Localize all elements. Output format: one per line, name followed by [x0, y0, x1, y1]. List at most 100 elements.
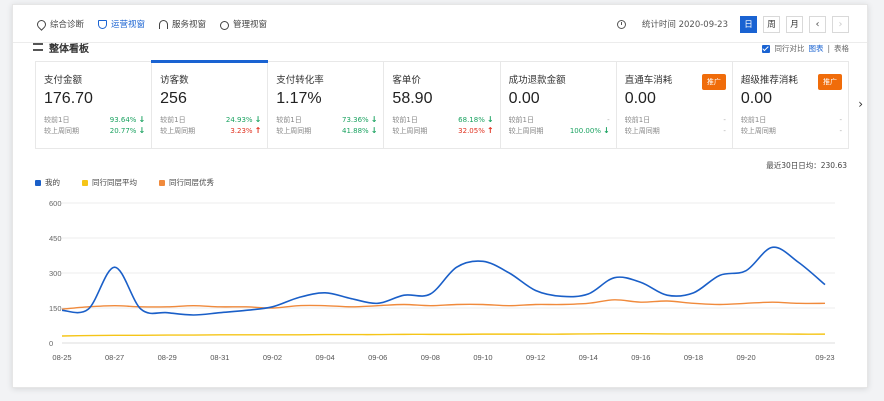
arrow-down-icon: ↓ [138, 115, 146, 124]
comparison-value-wrap: 32.05% ↑ [458, 126, 493, 135]
metric-card[interactable]: 成功退款金额 0.00 较前1日 - 较上周同期 100.00% ↓ [501, 62, 617, 148]
comparison-value-wrap: - [839, 116, 842, 124]
x-tick-label: 09-10 [473, 353, 492, 362]
legend-item[interactable]: 我的 [35, 177, 60, 188]
y-tick-label: 0 [49, 339, 53, 348]
metric-card[interactable]: 直通车消耗 0.00 推广 较前1日 - 较上周同期 - [617, 62, 733, 148]
comparison-value-wrap: - [723, 127, 726, 135]
comparison-label: 较前1日 [624, 115, 651, 124]
comparison-row: 较上周同期 32.05% ↑ [392, 125, 493, 136]
period-month-button[interactable]: 月 [786, 15, 803, 33]
tab-operations[interactable]: 运营视窗 [98, 5, 145, 43]
chart-legend: 我的 同行同层平均 同行同层优秀 [35, 177, 214, 188]
next-date-button[interactable]: › [832, 15, 849, 33]
trend-chart: 0 150 300 450 600 08-25 08-27 08-29 08-31 09-02 09… [49, 199, 835, 362]
section-header: 整体看板 [33, 41, 89, 53]
comparison-label: 较上周同期 [508, 126, 544, 135]
metric-card[interactable]: 客单价 58.90 较前1日 68.18% ↓ 较上周同期 32.05% ↑ [384, 62, 501, 148]
metric-card[interactable]: 支付金额 176.70 较前1日 93.64% ↓ 较上周同期 20.77% ↓ [36, 62, 153, 148]
x-tick-label: 09-20 [736, 353, 755, 362]
metric-value: 176.70 [44, 90, 93, 107]
arrow-up-icon: ↑ [254, 126, 262, 135]
metric-comparisons: 较前1日 - 较上周同期 - [741, 114, 842, 136]
view-chart-link[interactable]: 图表 [808, 44, 824, 53]
comparison-value: 93.64% [109, 115, 137, 124]
comparison-value-wrap: - [723, 116, 726, 124]
metric-value: 0.00 [508, 90, 540, 107]
tab-diagnosis-label: 综合诊断 [50, 20, 85, 30]
comparison-row: 较前1日 24.93% ↓ [160, 114, 261, 125]
metric-comparisons: 较前1日 93.64% ↓ 较上周同期 20.77% ↓ [44, 114, 145, 136]
nav-tabs: 综合诊断 运营视窗 服务视窗 管理视窗 [35, 5, 267, 43]
period-day-button[interactable]: 日 [740, 15, 757, 33]
x-tick-label: 09-18 [684, 353, 703, 362]
comparison-value: 100.00% [569, 126, 601, 135]
promote-button[interactable]: 推广 [701, 74, 726, 90]
legend-label: 同行同层优秀 [169, 178, 214, 187]
comparison-value: 32.05% [458, 126, 485, 135]
shield-icon [98, 19, 108, 29]
comparison-value-wrap: 41.88% ↓ [342, 126, 377, 135]
medal-icon [220, 20, 230, 30]
x-tick-label: 08-27 [105, 353, 124, 362]
compare-checkbox[interactable] [762, 44, 771, 53]
comparison-label: 较前1日 [160, 115, 186, 124]
promote-button[interactable]: 推广 [817, 74, 842, 90]
x-tick-label: 08-25 [52, 353, 71, 362]
series-line-0 [61, 246, 826, 316]
compare-controls: 同行对比 图表 | 表格 [762, 43, 849, 54]
average-label: 最近30日日均：230.63 [766, 161, 847, 170]
comparison-value-wrap: 24.93% ↓ [226, 115, 261, 124]
comparison-label: 较前1日 [276, 115, 302, 124]
top-navigation: 综合诊断 运营视窗 服务视窗 管理视窗 统计时间 2020-09-23 日 周 … [13, 5, 867, 43]
metric-card[interactable]: 访客数 256 较前1日 24.93% ↓ 较上周同期 3.23% ↑ [151, 60, 269, 148]
legend-item[interactable]: 同行同层平均 [82, 177, 137, 188]
headset-icon [159, 19, 169, 29]
comparison-row: 较上周同期 41.88% ↓ [276, 125, 377, 136]
legend-swatch [35, 179, 41, 186]
date-controls: 统计时间 2020-09-23 日 周 月 ‹ › [616, 5, 849, 43]
x-tick-label: 08-29 [158, 353, 177, 362]
comparison-value-wrap: 100.00% ↓ [570, 126, 610, 135]
tab-service[interactable]: 服务视窗 [159, 5, 206, 43]
x-tick-label: 09-16 [631, 353, 650, 362]
metric-comparisons: 较前1日 - 较上周同期 - [625, 114, 726, 136]
comparison-value-wrap: 73.36% ↓ [342, 115, 377, 124]
cards-next-arrow-icon[interactable]: › [858, 97, 863, 111]
metric-comparisons: 较前1日 73.36% ↓ 较上周同期 41.88% ↓ [276, 114, 377, 136]
legend-item[interactable]: 同行同层优秀 [159, 177, 214, 188]
view-table-link[interactable]: 表格 [834, 44, 849, 53]
metric-cards: 支付金额 176.70 较前1日 93.64% ↓ 较上周同期 20.77% ↓ 访客数 256 较… [35, 60, 849, 149]
metric-title: 支付转化率 [276, 75, 324, 86]
metric-card[interactable]: 支付转化率 1.17% 较前1日 73.36% ↓ 较上周同期 41.88% ↓ [268, 62, 385, 148]
arrow-down-icon: ↓ [370, 126, 378, 135]
comparison-value-wrap: - [607, 116, 610, 124]
comparison-row: 较上周同期 - [741, 125, 842, 136]
clock-icon [616, 19, 626, 29]
x-tick-label: 08-31 [210, 353, 229, 362]
metric-value: 0.00 [624, 90, 656, 107]
comparison-row: 较前1日 93.64% ↓ [44, 114, 145, 125]
comparison-label: 较上周同期 [44, 126, 79, 135]
location-pin-icon [35, 17, 48, 31]
compare-label: 同行对比 [774, 44, 805, 53]
tab-management[interactable]: 管理视窗 [220, 5, 267, 43]
arrow-down-icon: ↓ [138, 126, 146, 135]
section-title: 整体看板 [49, 43, 89, 54]
period-week-button[interactable]: 周 [763, 15, 780, 33]
metric-title: 直通车消耗 [624, 75, 673, 86]
legend-swatch [159, 179, 165, 186]
legend-label: 我的 [45, 178, 60, 187]
prev-date-button[interactable]: ‹ [809, 15, 826, 33]
metric-card[interactable]: 超级推荐消耗 0.00 推广 较前1日 - 较上周同期 - [733, 62, 848, 148]
comparison-row: 较上周同期 100.00% ↓ [509, 125, 610, 136]
legend-label: 同行同层平均 [92, 178, 137, 187]
x-tick-label: 09-02 [263, 353, 282, 362]
tab-diagnosis[interactable]: 综合诊断 [35, 5, 85, 43]
comparison-label: 较前1日 [44, 115, 70, 124]
comparison-value: 41.88% [342, 126, 369, 135]
comparison-label: 较前1日 [392, 115, 418, 124]
metric-value: 1.17% [276, 90, 322, 107]
comparison-label: 较上周同期 [160, 126, 196, 135]
x-tick-label: 09-14 [579, 353, 598, 362]
